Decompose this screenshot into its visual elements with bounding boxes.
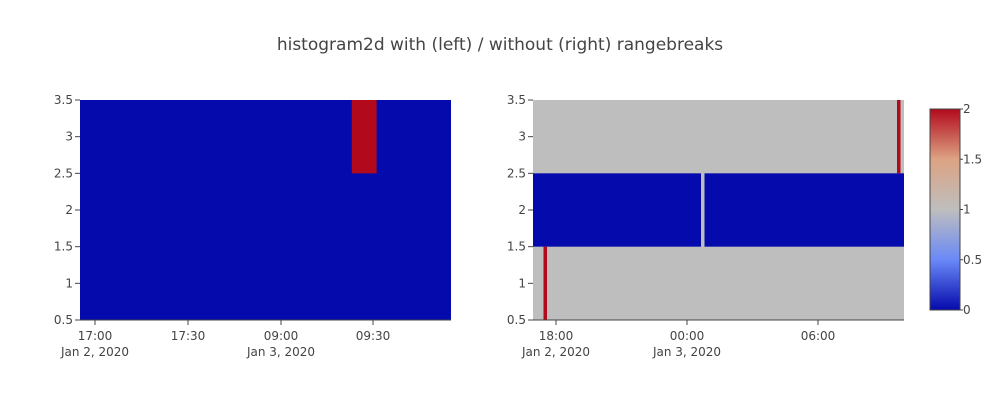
right-y-tick-label: 3.5 (507, 93, 526, 107)
colorbar-ticks: 0 0.5 1 1.5 2 (960, 102, 982, 317)
left-x-tick-date-label: Jan 2, 2020 (60, 345, 129, 359)
colorbar: 0 0.5 1 1.5 2 (929, 102, 982, 317)
colorbar-tick-label: 2 (963, 102, 971, 116)
right-y-tick-label: 1.5 (507, 240, 526, 254)
left-plot: 0.5 1 1.5 2 2.5 3 3.5 17:00 Jan 2, 2020 17:30 09:… (54, 93, 451, 359)
right-heatmap-cells (533, 100, 904, 320)
right-heatmap-cell (897, 100, 901, 174)
left-y-tick-label: 1.5 (54, 240, 73, 254)
right-x-axis: 18:00 Jan 2, 2020 00:00 Jan 3, 2020 06:00 (521, 319, 904, 359)
right-heatmap-cell (533, 173, 701, 247)
right-heatmap-cell (543, 246, 547, 320)
right-x-tick-label: 18:00 (539, 329, 574, 343)
left-x-tick-label: 09:30 (356, 329, 391, 343)
right-y-tick-label: 2 (518, 203, 526, 217)
colorbar-tick-label: 0 (963, 303, 971, 317)
left-x-tick-label: 17:00 (78, 329, 113, 343)
right-x-tick-label: 00:00 (670, 329, 705, 343)
colorbar-tick-label: 1 (963, 203, 971, 217)
right-heatmap-cell (704, 173, 904, 247)
right-plot: 0.5 1 1.5 2 2.5 3 3.5 18:00 Jan 2, 2020 00:00 Jan… (507, 93, 904, 359)
chart-title: histogram2d with (left) / without (right… (277, 35, 723, 55)
left-y-tick-label: 2.5 (54, 166, 73, 180)
left-y-axis: 0.5 1 1.5 2 2.5 3 3.5 (54, 93, 80, 327)
right-y-tick-label: 0.5 (507, 313, 526, 327)
left-y-tick-label: 3 (65, 130, 73, 144)
left-heatmap-cell (351, 100, 377, 174)
left-x-tick-label: 09:00 (264, 329, 299, 343)
left-heatmap-cells (80, 100, 451, 320)
left-y-tick-label: 0.5 (54, 313, 73, 327)
colorbar-gradient (929, 108, 961, 311)
left-x-axis: 17:00 Jan 2, 2020 17:30 09:00 Jan 3, 2020 09:… (60, 319, 451, 359)
right-y-tick-label: 3 (518, 130, 526, 144)
right-x-tick-date-label: Jan 3, 2020 (652, 345, 721, 359)
colorbar-tick-label: 1.5 (963, 152, 982, 166)
colorbar-tick-label: 0.5 (963, 253, 982, 267)
left-x-tick-label: 17:30 (171, 329, 206, 343)
right-x-tick-label: 06:00 (801, 329, 836, 343)
left-heatmap-cell (265, 173, 451, 247)
right-y-tick-label: 2.5 (507, 166, 526, 180)
left-y-tick-label: 1 (65, 276, 73, 290)
right-y-axis: 0.5 1 1.5 2 2.5 3 3.5 (507, 93, 533, 327)
right-y-tick-label: 1 (518, 276, 526, 290)
left-y-tick-label: 3.5 (54, 93, 73, 107)
left-y-tick-label: 2 (65, 203, 73, 217)
left-x-tick-date-label: Jan 3, 2020 (246, 345, 315, 359)
right-x-tick-date-label: Jan 2, 2020 (521, 345, 590, 359)
